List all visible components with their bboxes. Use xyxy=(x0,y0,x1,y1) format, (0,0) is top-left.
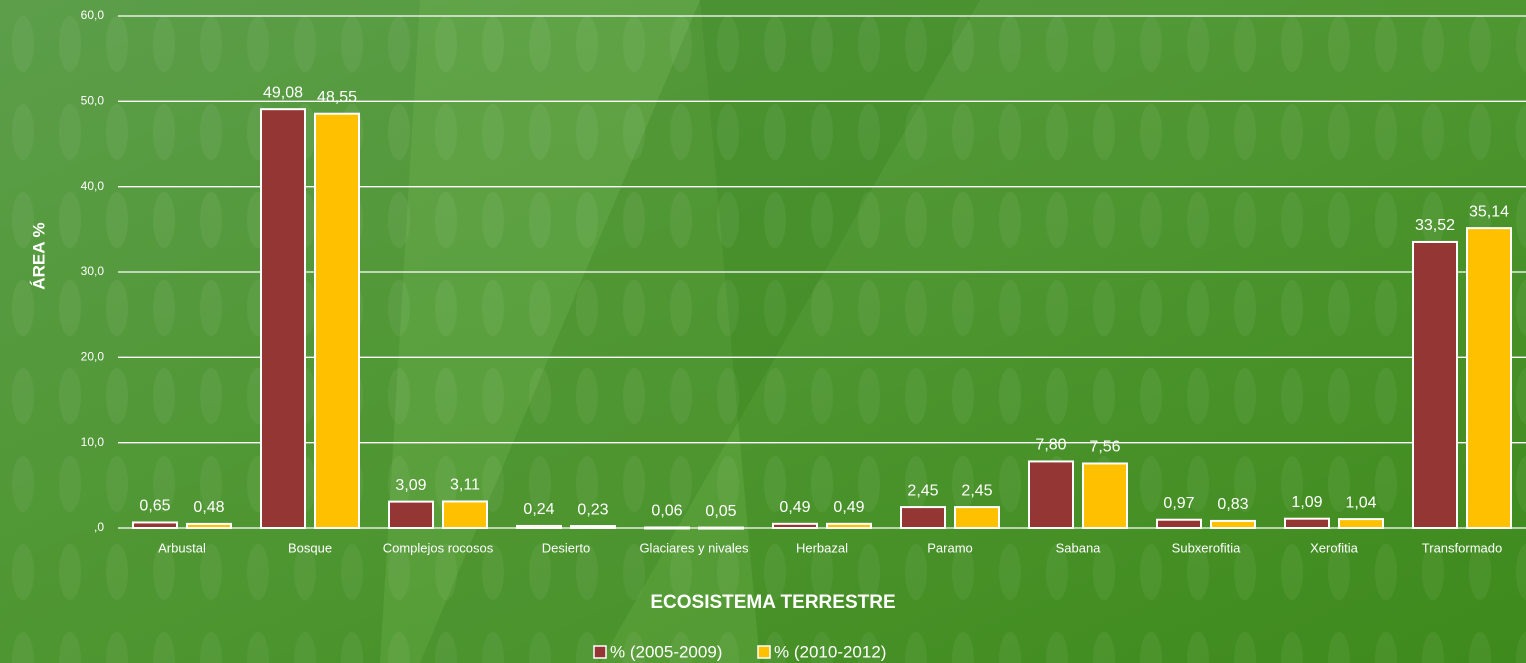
data-label: 0,65 xyxy=(139,498,170,515)
data-label: 49,08 xyxy=(263,84,303,101)
data-label: 3,11 xyxy=(450,477,480,494)
bar xyxy=(570,525,616,530)
data-label: 0,48 xyxy=(193,499,224,516)
bar xyxy=(388,500,434,529)
x-axis-title: ECOSISTEMA TERRESTRE xyxy=(650,592,895,613)
y-tick-label: 10,0 xyxy=(81,435,105,449)
x-tick-label: Desierto xyxy=(542,540,590,555)
legend-swatch xyxy=(593,645,607,659)
y-tick-label: 40,0 xyxy=(81,179,105,193)
data-label: 2,45 xyxy=(961,482,992,499)
bar xyxy=(644,526,690,530)
y-tick-label: 50,0 xyxy=(81,94,105,108)
data-label: 0,06 xyxy=(651,503,682,520)
bar xyxy=(1082,462,1128,530)
bar xyxy=(1210,519,1256,530)
bar xyxy=(1028,460,1074,529)
bar xyxy=(1284,517,1330,530)
data-label: 2,45 xyxy=(907,482,938,499)
y-tick-label: ,0 xyxy=(94,520,104,534)
bar xyxy=(1156,518,1202,529)
legend-swatch xyxy=(757,645,771,659)
data-label: 0,23 xyxy=(577,501,608,518)
bar xyxy=(516,524,562,530)
bar xyxy=(1412,240,1458,529)
data-label: 7,56 xyxy=(1089,439,1120,456)
data-label: 33,52 xyxy=(1415,217,1455,234)
x-tick-label: Arbustal xyxy=(158,540,206,555)
legend-label: % (2010-2012) xyxy=(774,642,886,661)
bar xyxy=(772,522,818,529)
data-label: 35,14 xyxy=(1469,203,1509,220)
x-tick-label: Complejos rocosos xyxy=(383,540,494,555)
bar xyxy=(442,500,488,529)
bar xyxy=(186,522,232,529)
y-tick-label: 30,0 xyxy=(81,264,105,278)
bar xyxy=(954,506,1000,529)
bar xyxy=(900,506,946,529)
data-label: 0,05 xyxy=(705,503,736,520)
bar xyxy=(1466,227,1512,529)
x-tick-label: Bosque xyxy=(288,540,332,555)
data-label: 0,49 xyxy=(779,499,810,516)
data-label: 1,09 xyxy=(1291,494,1322,511)
bar xyxy=(826,522,872,529)
bar xyxy=(314,112,360,529)
bar xyxy=(1338,518,1384,529)
x-tick-label: Herbazal xyxy=(796,540,848,555)
data-label: 48,55 xyxy=(317,89,357,106)
bar xyxy=(698,526,744,530)
data-label: 0,49 xyxy=(833,499,864,516)
y-tick-label: 20,0 xyxy=(81,350,105,364)
data-label: 7,80 xyxy=(1035,437,1066,454)
x-tick-label: Subxerofitia xyxy=(1172,540,1241,555)
legend-label: % (2005-2009) xyxy=(610,642,722,661)
data-label: 3,09 xyxy=(395,477,426,494)
data-label: 0,83 xyxy=(1217,496,1248,513)
x-tick-label: Transformado xyxy=(1422,540,1502,555)
data-label: 1,04 xyxy=(1345,494,1376,511)
data-label: 0,24 xyxy=(523,501,554,518)
x-tick-label: Paramo xyxy=(927,540,973,555)
y-tick-label: 60,0 xyxy=(81,8,105,22)
x-tick-label: Glaciares y nivales xyxy=(639,540,749,555)
data-label: 0,97 xyxy=(1163,495,1194,512)
x-tick-label: Xerofitia xyxy=(1310,540,1358,555)
y-axis-title: ÁREA % xyxy=(29,222,48,289)
bar xyxy=(132,521,178,529)
x-tick-label: Sabana xyxy=(1056,540,1102,555)
bar xyxy=(260,108,306,530)
